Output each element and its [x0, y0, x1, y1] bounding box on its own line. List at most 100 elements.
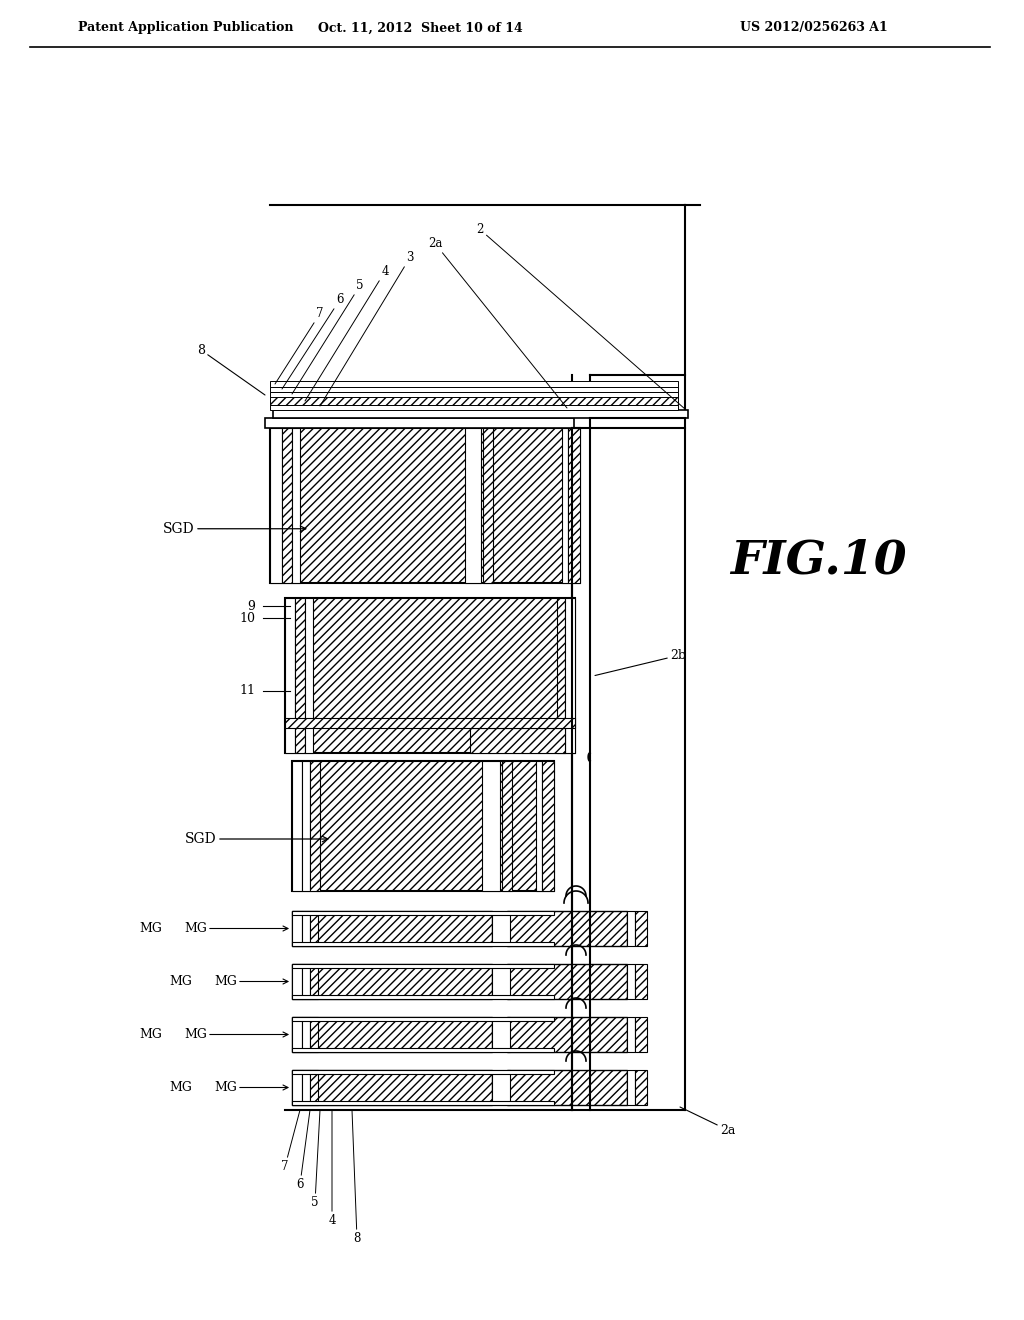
Text: Patent Application Publication: Patent Application Publication	[78, 21, 294, 34]
Bar	[270, 428, 282, 583]
Text: 6: 6	[296, 1110, 310, 1191]
Bar	[502, 762, 512, 891]
Bar	[292, 1048, 554, 1052]
Text: 5: 5	[292, 279, 364, 393]
Text: MG: MG	[184, 921, 288, 935]
Bar	[285, 718, 575, 729]
Bar	[292, 1016, 554, 1020]
Text: FIG.10: FIG.10	[730, 537, 906, 583]
Bar	[292, 911, 302, 946]
Bar	[507, 1016, 627, 1052]
Text: MG: MG	[214, 975, 288, 987]
Text: 10: 10	[239, 611, 255, 624]
Bar	[492, 1016, 510, 1052]
Bar	[635, 964, 647, 999]
Bar	[273, 411, 688, 418]
Bar	[483, 428, 493, 583]
Bar	[270, 381, 678, 387]
Bar	[482, 762, 500, 891]
Bar	[565, 598, 575, 752]
Bar	[270, 392, 678, 397]
Bar	[492, 964, 510, 999]
Bar	[542, 762, 554, 891]
Text: MG: MG	[139, 1028, 162, 1041]
Text: MG: MG	[139, 921, 162, 935]
Bar	[470, 729, 565, 752]
Bar	[270, 387, 678, 392]
Bar	[292, 964, 492, 999]
Bar	[265, 418, 574, 428]
Text: MG: MG	[169, 1081, 193, 1094]
Bar	[282, 428, 292, 583]
Bar	[310, 964, 318, 999]
Bar	[292, 1071, 492, 1105]
Bar	[270, 397, 678, 405]
Text: 9: 9	[247, 599, 255, 612]
Bar	[292, 1101, 554, 1105]
Bar	[305, 598, 313, 752]
Text: SGD: SGD	[185, 832, 328, 846]
Bar	[292, 1071, 302, 1105]
Bar	[557, 598, 565, 752]
Bar	[302, 1016, 310, 1052]
Text: 11: 11	[239, 685, 255, 697]
Bar	[292, 911, 554, 915]
Text: US 2012/0256263 A1: US 2012/0256263 A1	[740, 21, 888, 34]
Bar	[465, 428, 481, 583]
Text: Oct. 11, 2012  Sheet 10 of 14: Oct. 11, 2012 Sheet 10 of 14	[317, 21, 522, 34]
Bar	[302, 762, 310, 891]
Bar	[507, 1071, 627, 1105]
Text: MG: MG	[184, 1028, 288, 1041]
Text: 4: 4	[305, 265, 389, 401]
Bar	[285, 598, 575, 752]
Text: 3: 3	[319, 251, 414, 407]
Bar	[562, 428, 568, 583]
Text: 6: 6	[282, 293, 344, 389]
Text: 7: 7	[275, 308, 324, 384]
Bar	[627, 911, 635, 946]
Bar	[292, 995, 554, 999]
Bar	[635, 1071, 647, 1105]
Text: MG: MG	[214, 1081, 288, 1094]
Bar	[627, 964, 635, 999]
Bar	[568, 428, 580, 583]
Text: MG: MG	[169, 975, 193, 987]
Bar	[292, 428, 300, 583]
Bar	[310, 762, 319, 891]
Bar	[310, 1016, 318, 1052]
Bar	[295, 598, 305, 752]
Bar	[302, 964, 310, 999]
Bar	[292, 1016, 492, 1052]
Bar	[302, 1071, 310, 1105]
Bar	[627, 1016, 635, 1052]
Bar	[492, 911, 510, 946]
Bar	[292, 942, 554, 946]
Bar	[492, 1071, 510, 1105]
Bar	[292, 964, 554, 968]
Text: 8: 8	[352, 1110, 360, 1245]
Bar	[635, 911, 647, 946]
Text: 8: 8	[197, 343, 265, 395]
Text: 2a: 2a	[428, 238, 567, 408]
Bar	[292, 762, 554, 891]
Bar	[627, 1071, 635, 1105]
Text: 4: 4	[329, 1110, 336, 1228]
Bar	[507, 911, 627, 946]
Bar	[310, 911, 318, 946]
Text: 2: 2	[476, 223, 685, 409]
Text: SGD: SGD	[164, 521, 306, 536]
Text: 2b: 2b	[595, 649, 686, 676]
Bar	[310, 1071, 318, 1105]
Bar	[292, 964, 302, 999]
Bar	[536, 762, 542, 891]
Text: 2a: 2a	[680, 1107, 735, 1137]
Bar	[285, 598, 295, 752]
Bar	[270, 428, 580, 583]
Bar	[635, 1016, 647, 1052]
Bar	[302, 911, 310, 946]
Bar	[292, 1016, 302, 1052]
Bar	[292, 911, 492, 946]
Bar	[270, 405, 678, 411]
Bar	[507, 964, 627, 999]
Bar	[292, 1071, 554, 1074]
